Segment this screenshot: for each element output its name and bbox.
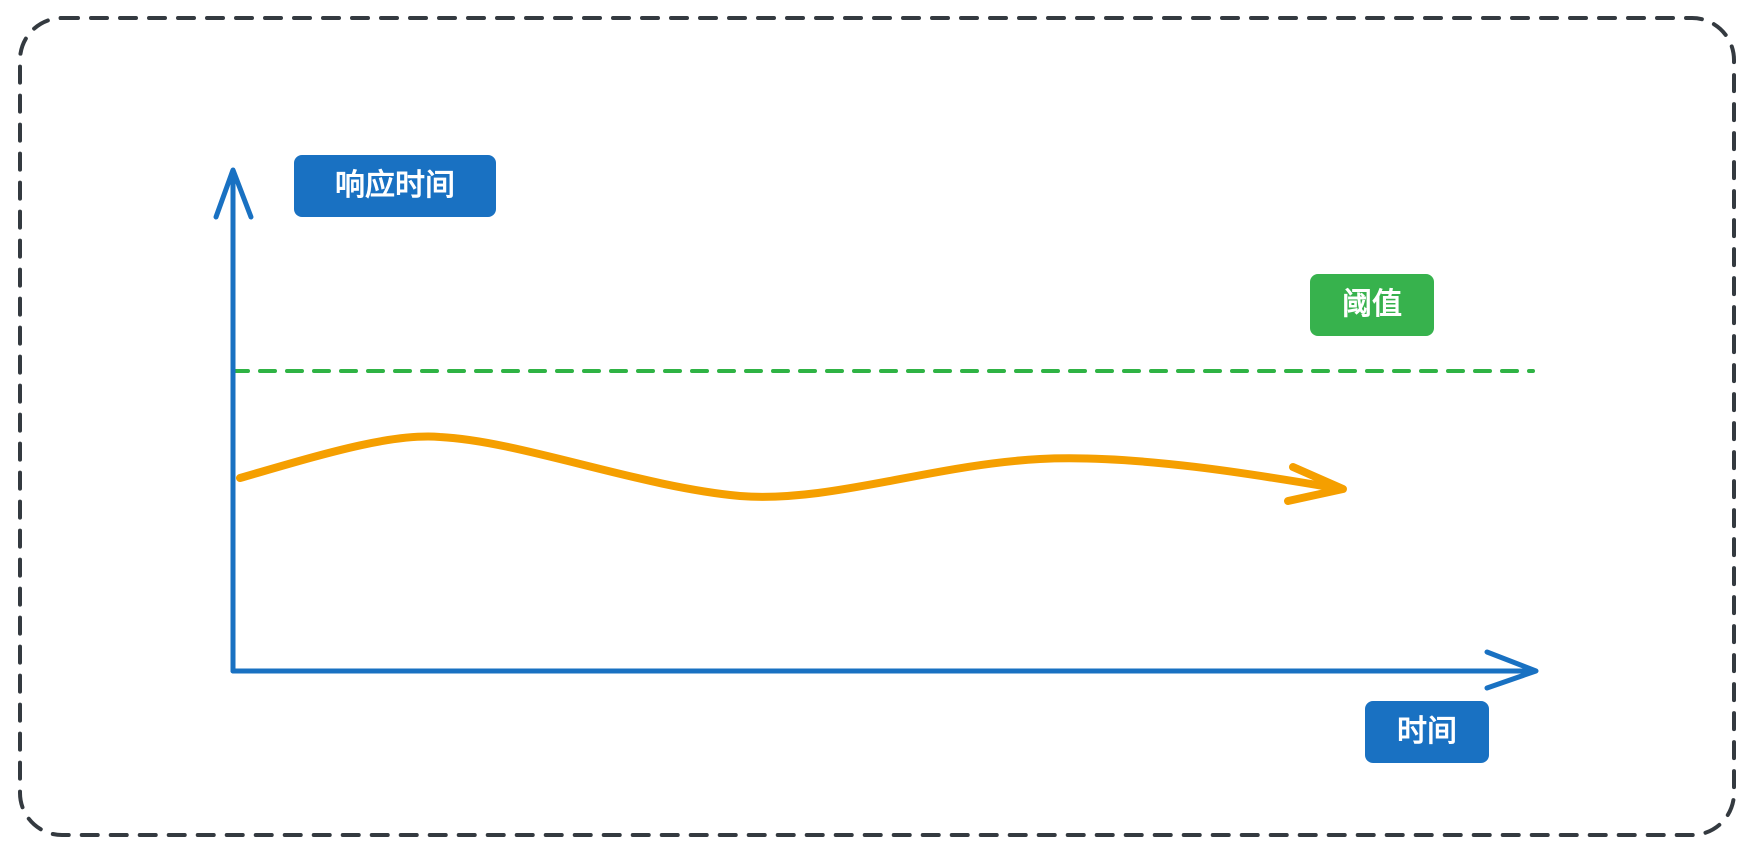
curve-path — [236, 432, 1345, 501]
arrow-up-icon — [213, 167, 254, 220]
x-axis — [230, 649, 1539, 691]
arrow-right-icon — [1484, 649, 1539, 691]
threshold-label-text: 阈值 — [1342, 287, 1402, 322]
arrowhead-icon — [1284, 463, 1347, 505]
y-axis — [213, 167, 254, 674]
y-axis-label-text: 响应时间 — [335, 168, 455, 203]
threshold-label: 阈值 — [1310, 274, 1434, 336]
x-axis-label-text: 时间 — [1397, 714, 1457, 749]
x-axis-label: 时间 — [1365, 701, 1489, 763]
dashed-frame — [18, 16, 1736, 837]
response-time-curve — [236, 432, 1347, 505]
y-axis-label: 响应时间 — [294, 155, 496, 217]
